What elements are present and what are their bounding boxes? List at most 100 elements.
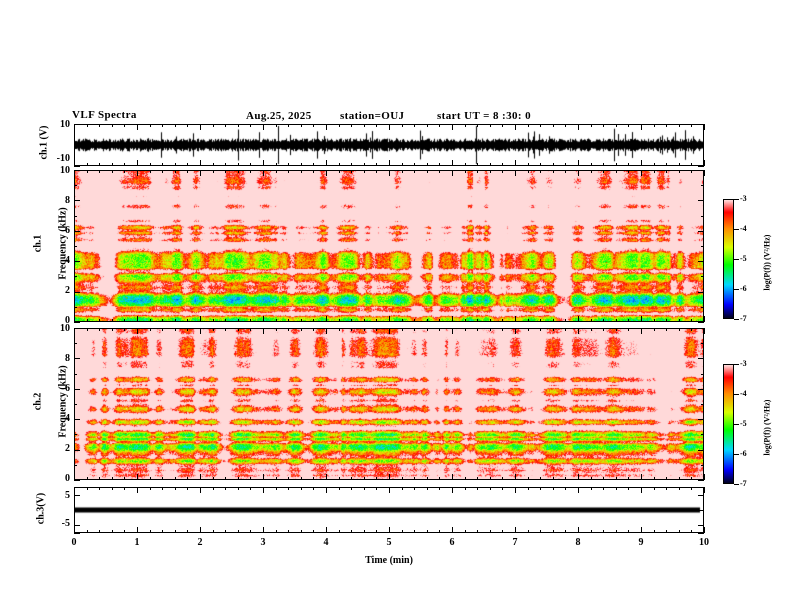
- colorbar-tick: [734, 424, 739, 425]
- axis-tick: [363, 328, 365, 331]
- axis-tick: [74, 487, 80, 488]
- axis-tick: [74, 474, 75, 480]
- axis-tick: [698, 230, 704, 232]
- axis-tick: [74, 160, 75, 166]
- axis-tick: [275, 530, 277, 533]
- axis-tick: [666, 170, 668, 173]
- colorbar-ch1-label: log(P(f)) (V²/Hz): [762, 234, 772, 291]
- axis-tick: [698, 166, 704, 167]
- ytick-ch1-spec-0: 0: [65, 315, 70, 326]
- axis-tick: [363, 170, 365, 173]
- plot-title: VLF Spectra: [72, 109, 137, 121]
- axis-tick: [578, 487, 579, 493]
- axis-tick: [401, 477, 403, 480]
- axis-tick: [200, 124, 201, 130]
- axis-tick: [99, 328, 101, 331]
- axis-tick: [250, 487, 252, 490]
- axis-tick: [540, 530, 542, 533]
- axis-tick: [678, 124, 680, 127]
- axis-tick: [74, 322, 80, 323]
- axis-tick: [666, 328, 668, 331]
- axis-tick: [477, 477, 479, 480]
- axis-tick: [578, 328, 579, 334]
- axis-tick: [137, 328, 138, 334]
- axis-tick: [174, 477, 176, 480]
- axis-tick: [99, 530, 101, 533]
- axis-tick: [698, 200, 704, 202]
- axis-tick: [515, 124, 516, 130]
- axis-tick: [250, 530, 252, 533]
- axis-tick: [74, 533, 80, 534]
- axis-tick: [174, 319, 176, 322]
- axis-tick: [338, 124, 340, 127]
- axis-tick: [515, 316, 516, 322]
- axis-tick: [275, 319, 277, 322]
- axis-tick: [263, 474, 264, 480]
- colorbar-tick-label: -4: [740, 224, 747, 233]
- xtick-label: 3: [260, 537, 266, 548]
- ytick-ch1-spec-2: 2: [65, 285, 70, 296]
- axis-tick: [351, 170, 353, 173]
- axis-tick: [691, 477, 693, 480]
- axis-tick: [111, 530, 113, 533]
- axis-tick: [149, 328, 151, 331]
- axis-tick: [225, 163, 227, 166]
- axis-tick: [628, 163, 630, 166]
- axis-tick: [187, 530, 189, 533]
- ytick-ch1-spec-10: 10: [60, 165, 70, 176]
- colorbar-tick: [734, 259, 739, 260]
- axis-tick: [477, 319, 479, 322]
- axis-tick: [704, 328, 705, 334]
- axis-tick: [111, 328, 113, 331]
- axis-tick: [263, 160, 264, 166]
- axis-tick: [263, 124, 264, 130]
- axis-tick: [225, 319, 227, 322]
- axis-tick: [477, 530, 479, 533]
- axis-tick: [212, 163, 214, 166]
- axis-tick: [590, 163, 592, 166]
- axis-tick: [565, 328, 567, 331]
- axis-tick: [225, 124, 227, 127]
- axis-tick: [628, 477, 630, 480]
- axis-tick: [111, 477, 113, 480]
- axis-tick: [691, 163, 693, 166]
- axis-tick: [288, 487, 290, 490]
- axis-tick: [615, 319, 617, 322]
- ylabel-ch3-voltage: ch.3(V): [35, 492, 47, 525]
- xtick-label: 2: [197, 537, 203, 548]
- axis-tick: [678, 328, 680, 331]
- axis-tick: [124, 487, 126, 490]
- axis-tick: [237, 163, 239, 166]
- ytick-ch2-spec-4: 4: [65, 413, 70, 424]
- axis-tick: [691, 530, 693, 533]
- axis-tick: [565, 163, 567, 166]
- axis-tick: [300, 487, 302, 490]
- axis-tick: [515, 474, 516, 480]
- axis-tick: [74, 291, 80, 293]
- axis-tick: [590, 487, 592, 490]
- ytick-ch1-wave-top: 10: [60, 119, 70, 130]
- axis-tick: [603, 487, 605, 490]
- colorbar-tick: [734, 229, 739, 230]
- axis-tick: [74, 495, 80, 496]
- ytick-ch1-spec-6: 6: [65, 225, 70, 236]
- axis-tick: [326, 474, 327, 480]
- axis-tick: [86, 163, 88, 166]
- axis-tick: [149, 487, 151, 490]
- xtick-label: 5: [386, 537, 392, 548]
- axis-tick: [174, 328, 176, 331]
- axis-tick: [389, 124, 390, 130]
- axis-tick: [250, 170, 252, 173]
- axis-tick: [603, 319, 605, 322]
- panel-ch3-waveform: [74, 487, 704, 533]
- axis-tick: [326, 487, 327, 493]
- ytick-ch2-spec-0: 0: [65, 473, 70, 484]
- axis-tick: [137, 527, 138, 533]
- colorbar-tick-label: -5: [740, 419, 747, 428]
- axis-tick: [502, 530, 504, 533]
- axis-tick: [552, 319, 554, 322]
- axis-tick: [628, 530, 630, 533]
- axis-tick: [578, 160, 579, 166]
- axis-tick: [641, 160, 642, 166]
- colorbar-tick: [734, 484, 739, 485]
